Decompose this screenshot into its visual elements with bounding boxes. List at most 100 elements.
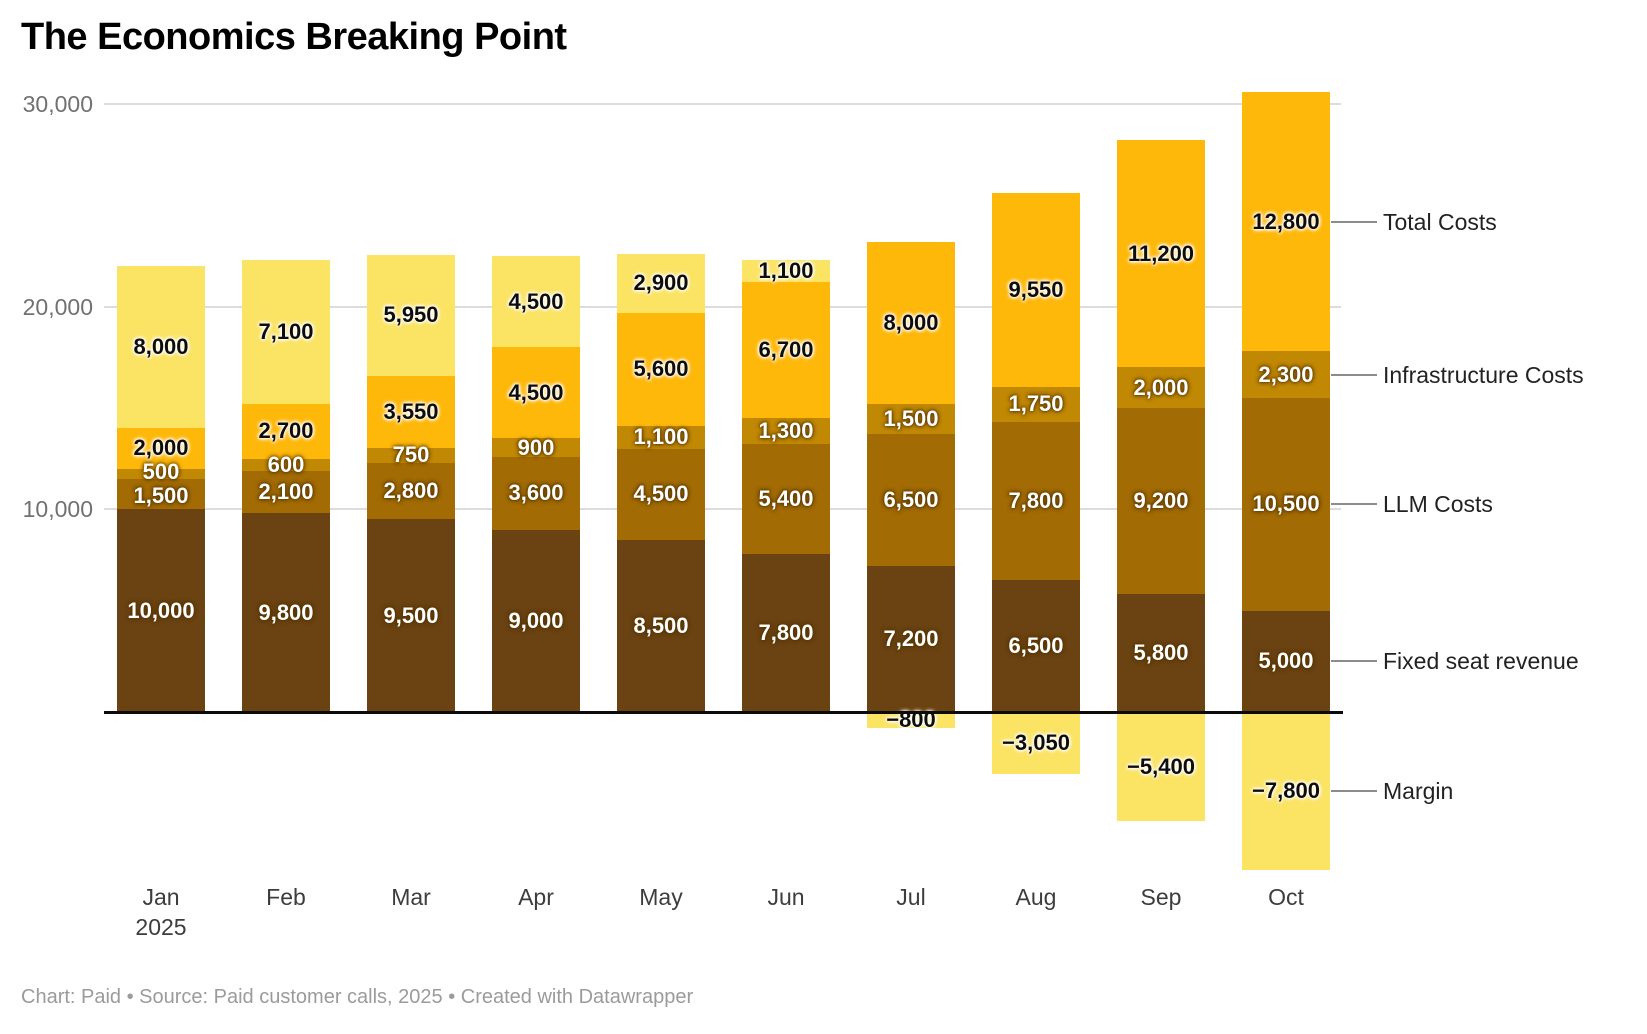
bar-value-label: 9,500: [383, 602, 439, 628]
bar-value-label: 2,700: [258, 418, 314, 444]
y-axis-tick-label: 10,000: [22, 496, 93, 523]
bar-segment-total-costs-sep[interactable]: [1117, 140, 1205, 368]
y-axis-tick-label: 20,000: [22, 293, 93, 320]
y-gridline-30000: [104, 103, 1341, 105]
bar-value-label: 3,600: [508, 480, 564, 506]
bar-value-label: 10,000: [127, 597, 195, 623]
bar-segment-llm-costs-aug[interactable]: [992, 422, 1080, 581]
x-axis-label-may: May: [639, 884, 683, 910]
x-axis-label-oct: Oct: [1268, 884, 1304, 910]
zero-axis-line: [104, 710, 1343, 714]
bar-segment-total-costs-may[interactable]: [617, 312, 705, 427]
legend-callout-line-llm-costs: [1331, 503, 1377, 506]
bar-segment-infrastructure-costs-aug[interactable]: [992, 386, 1080, 423]
bar-value-label: 1,750: [1008, 391, 1064, 417]
bar-segment-llm-costs-may[interactable]: [617, 448, 705, 540]
bar-value-label: 5,800: [1133, 640, 1189, 666]
bar-value-label: 6,500: [1008, 633, 1064, 659]
bar-value-label: 11,200: [1127, 240, 1195, 266]
y-gridline-10000: [104, 508, 1341, 511]
bar-segment-margin-oct[interactable]: [1242, 712, 1330, 871]
bar-segment-llm-costs-sep[interactable]: [1117, 408, 1205, 595]
bar-segment-total-costs-jan-2025[interactable]: [117, 428, 205, 469]
bar-value-label: 9,000: [508, 607, 564, 633]
bar-segment-infrastructure-costs-mar[interactable]: [367, 447, 455, 463]
bar-segment-llm-costs-jan-2025[interactable]: [117, 478, 205, 510]
legend-label-infrastructure-costs: Infrastructure Costs: [1383, 361, 1584, 388]
x-axis-label-apr: Apr: [518, 884, 554, 910]
bar-segment-fixed-seat-revenue-mar[interactable]: [367, 519, 455, 712]
y-gridline-20000: [104, 305, 1341, 308]
bar-segment-total-costs-feb[interactable]: [242, 403, 330, 459]
bar-segment-infrastructure-costs-may[interactable]: [617, 426, 705, 449]
bar-segment-llm-costs-mar[interactable]: [367, 462, 455, 520]
bar-segment-fixed-seat-revenue-jun[interactable]: [742, 553, 830, 712]
bar-segment-llm-costs-apr[interactable]: [492, 456, 580, 530]
bar-value-label: 8,500: [633, 612, 689, 638]
bar-value-label: 1,100: [758, 258, 814, 284]
bar-segment-total-costs-oct[interactable]: [1242, 91, 1330, 352]
bar-segment-infrastructure-costs-jul[interactable]: [867, 403, 955, 435]
legend-label-margin: Margin: [1383, 778, 1454, 805]
x-axis-label-jan: Jan 2025: [135, 884, 187, 940]
chart-title: The Economics Breaking Point: [21, 16, 567, 58]
bar-segment-infrastructure-costs-sep[interactable]: [1117, 367, 1205, 408]
bar-segment-margin-aug[interactable]: [992, 712, 1080, 774]
bar-segment-margin-jul[interactable]: [867, 712, 955, 729]
bar-segment-infrastructure-costs-feb[interactable]: [242, 458, 330, 471]
bar-value-label: 500: [142, 459, 180, 485]
bar-segment-total-costs-apr[interactable]: [492, 347, 580, 439]
bar-segment-infrastructure-costs-jan-2025[interactable]: [117, 468, 205, 479]
legend-label-llm-costs: LLM Costs: [1383, 491, 1493, 518]
bar-segment-total-costs-aug[interactable]: [992, 193, 1080, 387]
bar-value-label: 4,500: [508, 379, 564, 405]
bar-segment-margin-mar[interactable]: [367, 254, 455, 376]
bar-segment-total-costs-jun[interactable]: [742, 282, 830, 419]
bar-segment-fixed-seat-revenue-may[interactable]: [617, 539, 705, 712]
bar-segment-fixed-seat-revenue-jan-2025[interactable]: [117, 509, 205, 712]
bar-value-label: 5,000: [1258, 648, 1314, 674]
bar-segment-margin-apr[interactable]: [492, 256, 580, 348]
bar-value-label: 6,500: [883, 487, 939, 513]
bar-value-label: 1,500: [133, 483, 189, 509]
bar-segment-margin-jan-2025[interactable]: [117, 266, 205, 429]
legend-callout-line-margin: [1331, 790, 1377, 793]
bar-value-label: 9,550: [1008, 276, 1064, 302]
bar-segment-infrastructure-costs-jun[interactable]: [742, 418, 830, 445]
bar-segment-llm-costs-jun[interactable]: [742, 444, 830, 554]
bar-segment-margin-may[interactable]: [617, 253, 705, 313]
bar-segment-infrastructure-costs-apr[interactable]: [492, 438, 580, 457]
bar-segment-fixed-seat-revenue-feb[interactable]: [242, 513, 330, 712]
bar-value-label: 7,100: [258, 319, 314, 344]
bar-segment-llm-costs-feb[interactable]: [242, 470, 330, 514]
bar-value-label: 8,000: [133, 334, 189, 360]
bar-segment-llm-costs-jul[interactable]: [867, 434, 955, 567]
bar-value-label: 1,500: [883, 406, 939, 432]
bar-value-label: 1,300: [758, 418, 814, 444]
bar-segment-margin-feb[interactable]: [242, 260, 330, 404]
bar-segment-infrastructure-costs-oct[interactable]: [1242, 351, 1330, 398]
bar-segment-total-costs-mar[interactable]: [367, 375, 455, 448]
bar-segment-margin-sep[interactable]: [1117, 712, 1205, 822]
bar-segment-total-costs-jul[interactable]: [867, 241, 955, 404]
bar-segment-margin-jun[interactable]: [742, 260, 830, 283]
bar-segment-fixed-seat-revenue-oct[interactable]: [1242, 610, 1330, 712]
bar-value-label: 5,400: [758, 486, 814, 512]
bar-value-label: 8,000: [883, 309, 939, 335]
bar-segment-fixed-seat-revenue-sep[interactable]: [1117, 594, 1205, 712]
legend-callout-line-infrastructure-costs: [1331, 373, 1377, 376]
bar-value-label: 4,500: [633, 481, 689, 507]
bar-segment-fixed-seat-revenue-apr[interactable]: [492, 529, 580, 712]
bar-value-label: 10,500: [1252, 491, 1320, 517]
bar-segment-fixed-seat-revenue-aug[interactable]: [992, 580, 1080, 712]
bar-segment-llm-costs-oct[interactable]: [1242, 397, 1330, 611]
bar-value-label: −7,800: [1252, 778, 1320, 804]
y-axis-tick-label: 30,000: [22, 91, 93, 117]
bar-value-label: 4,500: [508, 288, 564, 314]
bar-value-label: 2,900: [633, 270, 689, 296]
bar-value-label: 750: [392, 442, 430, 468]
bar-segment-fixed-seat-revenue-jul[interactable]: [867, 566, 955, 712]
x-axis-label-mar: Mar: [391, 884, 431, 910]
